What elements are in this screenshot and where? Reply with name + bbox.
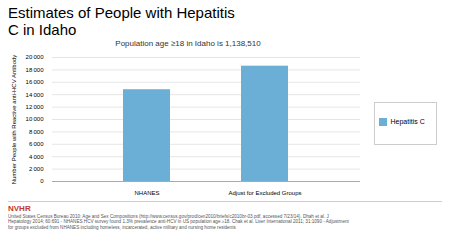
svg-text:16 000: 16 000 [26,79,45,85]
html-text:Hepatitis C: Hepatitis C [390,118,425,126]
svg-text:8 000: 8 000 [29,128,44,134]
html-text:Estimates of People with Hepat: Estimates of People with Hepatitis C in … [8,4,235,39]
html-text:United States Census Bureau 20: United States Census Bureau 2010: Age an… [8,213,349,230]
svg-text:0: 0 [40,178,44,184]
svg-text:NHANES: NHANES [134,189,159,195]
svg-text:18 000: 18 000 [26,66,45,72]
svg-text:6 000: 6 000 [29,141,44,147]
svg-text:20 000: 20 000 [26,54,45,60]
svg-text:4 000: 4 000 [29,153,44,159]
svg-text:Adjust for Excluded Groups: Adjust for Excluded Groups [228,189,301,195]
html-text:NVHR: NVHR [8,203,31,213]
svg-text:Number People with Reactive an: Number People with Reactive anti-HCV Ant… [11,54,17,184]
html-text:Population age ≥18 in Idaho is: Population age ≥18 in Idaho is 1,138,510 [115,38,261,48]
svg-text:2 000: 2 000 [29,166,44,172]
svg-text:12 000: 12 000 [26,104,45,110]
svg-text:14 000: 14 000 [26,91,45,97]
svg-text:10 000: 10 000 [26,116,45,122]
